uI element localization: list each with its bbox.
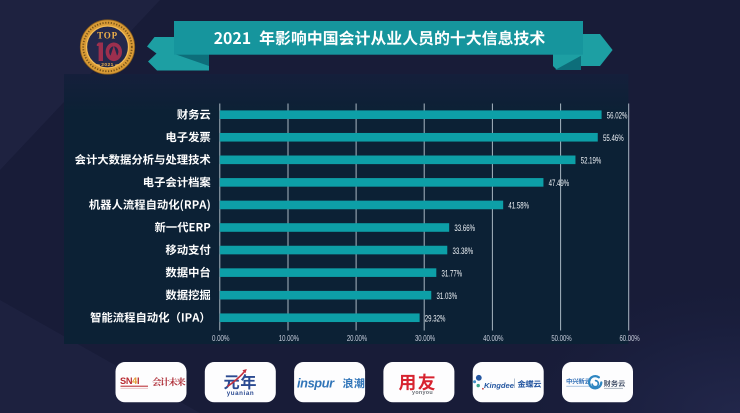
- svg-text:0.00%: 0.00%: [212, 334, 230, 343]
- svg-text:40.00%: 40.00%: [483, 334, 503, 343]
- svg-text:inspur: inspur: [297, 376, 335, 391]
- svg-text:Kingdee: Kingdee: [484, 381, 515, 390]
- svg-text:31.77%: 31.77%: [442, 268, 463, 278]
- svg-text:yonyou: yonyou: [412, 390, 433, 396]
- svg-text:41.58%: 41.58%: [508, 201, 529, 211]
- svg-text:56.02%: 56.02%: [607, 110, 628, 120]
- svg-text:50.00%: 50.00%: [551, 334, 571, 343]
- svg-text:29.32%: 29.32%: [425, 313, 446, 323]
- svg-text:33.38%: 33.38%: [453, 246, 474, 256]
- svg-text:55.46%: 55.46%: [603, 133, 624, 143]
- svg-text:31.03%: 31.03%: [437, 291, 458, 301]
- svg-text:33.66%: 33.66%: [454, 223, 475, 233]
- svg-text:SN4I: SN4I: [120, 376, 139, 386]
- svg-text:60.00%: 60.00%: [619, 334, 639, 343]
- svg-text:10.00%: 10.00%: [279, 334, 299, 343]
- svg-text:20.00%: 20.00%: [347, 334, 367, 343]
- svg-text:2021: 2021: [101, 62, 113, 68]
- svg-text:yuanian: yuanian: [227, 390, 255, 397]
- svg-text:47.49%: 47.49%: [549, 178, 570, 188]
- svg-text:52.19%: 52.19%: [581, 156, 602, 166]
- svg-text:TOP: TOP: [97, 31, 118, 41]
- svg-text:30.00%: 30.00%: [415, 334, 435, 343]
